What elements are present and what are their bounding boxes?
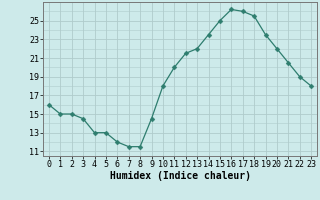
X-axis label: Humidex (Indice chaleur): Humidex (Indice chaleur) bbox=[109, 171, 251, 181]
